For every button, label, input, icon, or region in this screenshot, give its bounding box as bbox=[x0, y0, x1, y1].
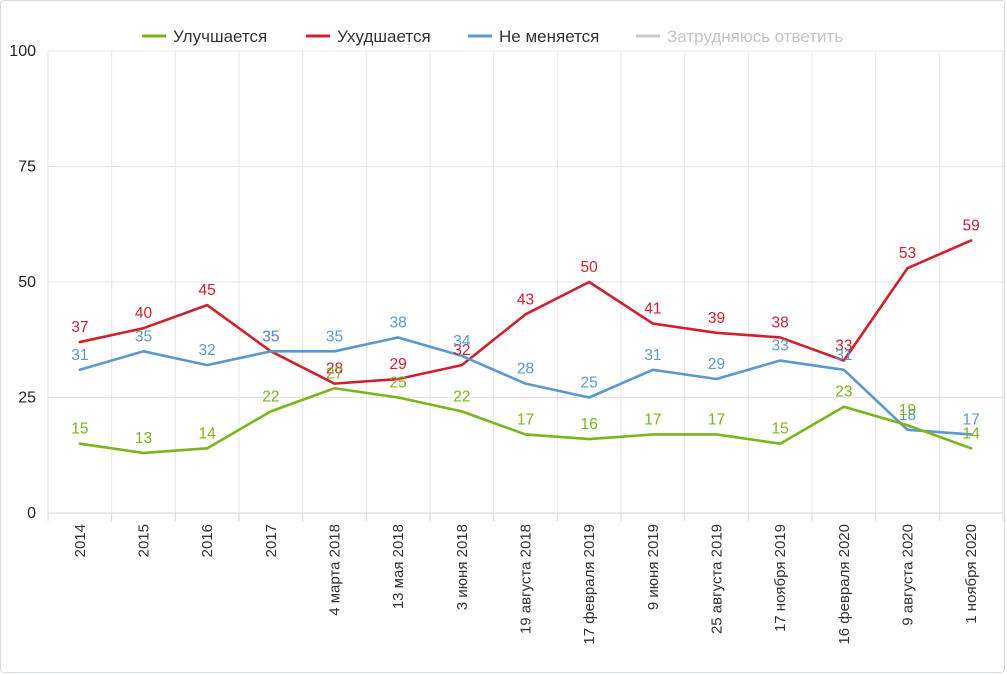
series-line-не-меняется[interactable] bbox=[78, 336, 973, 436]
data-label: 17 bbox=[517, 411, 534, 428]
x-tick-label: 17 ноября 2019 bbox=[772, 524, 789, 632]
x-tick-label: 25 августа 2019 bbox=[709, 524, 726, 634]
data-label: 34 bbox=[453, 333, 471, 350]
x-tick-label: 16 февраля 2020 bbox=[836, 524, 853, 645]
data-label: 59 bbox=[963, 217, 980, 234]
data-label: 40 bbox=[135, 305, 153, 322]
data-label: 37 bbox=[71, 319, 88, 336]
series-lines bbox=[78, 239, 973, 455]
x-tick-label: 3 июня 2018 bbox=[454, 524, 471, 610]
data-label: 35 bbox=[262, 328, 279, 345]
data-label: 15 bbox=[71, 421, 88, 438]
data-label: 53 bbox=[899, 245, 916, 262]
x-tick-label: 2015 bbox=[136, 524, 153, 557]
legend-label: Затрудняюсь ответить bbox=[667, 27, 843, 46]
data-label: 29 bbox=[390, 356, 407, 373]
x-tick-label: 13 мая 2018 bbox=[390, 524, 407, 609]
data-label: 22 bbox=[453, 388, 470, 405]
x-tick-label: 4 марта 2018 bbox=[327, 524, 344, 616]
data-label: 14 bbox=[963, 425, 981, 442]
data-label: 17 bbox=[963, 411, 980, 428]
data-label: 31 bbox=[835, 347, 852, 364]
x-tick-label: 17 февраля 2019 bbox=[581, 524, 598, 645]
data-label: 41 bbox=[644, 301, 661, 318]
y-tick-label: 50 bbox=[18, 274, 36, 291]
legend[interactable]: Улучшается Ухудшается Не меняется Затрудняю… bbox=[142, 27, 843, 46]
data-label: 45 bbox=[199, 282, 216, 299]
data-label: 35 bbox=[262, 328, 279, 345]
x-tick-label: 2014 bbox=[72, 524, 89, 557]
grid bbox=[47, 50, 1004, 521]
data-label: 22 bbox=[262, 388, 279, 405]
data-label: 39 bbox=[708, 310, 725, 327]
data-label: 33 bbox=[772, 338, 789, 355]
x-tick-label: 9 августа 2020 bbox=[900, 524, 917, 626]
x-tick-label: 1 ноября 2020 bbox=[963, 524, 980, 624]
series-line-ухудшается[interactable] bbox=[78, 239, 973, 385]
data-label: 14 bbox=[199, 425, 217, 442]
legend-label: Не меняется bbox=[499, 27, 599, 46]
x-tick-label: 2017 bbox=[263, 524, 280, 557]
data-label: 50 bbox=[581, 259, 599, 276]
data-label: 25 bbox=[581, 375, 598, 392]
x-tick-label: 2016 bbox=[199, 524, 216, 557]
data-label: 25 bbox=[390, 375, 407, 392]
legend-item-не-меняется[interactable]: Не меняется bbox=[468, 27, 599, 46]
x-tick-label: 9 июня 2019 bbox=[645, 524, 662, 610]
data-label: 33 bbox=[835, 338, 852, 355]
legend-item-улучшается[interactable]: Улучшается bbox=[142, 27, 267, 46]
data-label: 15 bbox=[772, 421, 789, 438]
data-label: 17 bbox=[644, 411, 661, 428]
x-axis-ticks: 2014 2015 2016 2017 4 марта 2018 13 мая 2018 3… bbox=[72, 524, 980, 645]
y-tick-label: 25 bbox=[18, 390, 36, 407]
data-label: 35 bbox=[135, 328, 152, 345]
data-label: 32 bbox=[453, 342, 470, 359]
y-tick-label: 100 bbox=[9, 43, 36, 60]
legend-item-затрудняюсь-ответить[interactable]: Затрудняюсь ответить bbox=[636, 27, 843, 46]
data-label: 35 bbox=[326, 328, 343, 345]
data-label: 23 bbox=[835, 384, 852, 401]
data-label: 31 bbox=[644, 347, 661, 364]
data-label: 28 bbox=[326, 361, 343, 378]
data-label: 27 bbox=[326, 365, 343, 382]
legend-label: Ухудшается bbox=[337, 27, 431, 46]
data-label: 38 bbox=[390, 314, 407, 331]
data-label: 38 bbox=[772, 314, 789, 331]
legend-label: Улучшается bbox=[173, 27, 267, 46]
data-label: 18 bbox=[899, 407, 916, 424]
legend-item-ухудшается[interactable]: Ухудшается bbox=[306, 27, 431, 46]
data-label: 32 bbox=[199, 342, 216, 359]
y-tick-label: 75 bbox=[18, 159, 36, 176]
y-axis-ticks: 0 25 50 75 100 bbox=[9, 43, 36, 522]
data-label: 31 bbox=[71, 347, 88, 364]
data-label: 16 bbox=[581, 416, 598, 433]
series-line-улучшается[interactable] bbox=[78, 386, 973, 455]
x-tick-label: 19 августа 2018 bbox=[518, 524, 535, 634]
y-tick-label: 0 bbox=[27, 505, 36, 522]
data-label: 13 bbox=[135, 430, 152, 447]
data-label: 29 bbox=[708, 356, 725, 373]
data-label: 17 bbox=[708, 411, 725, 428]
data-label: 43 bbox=[517, 291, 534, 308]
data-label: 28 bbox=[517, 361, 534, 378]
data-label: 19 bbox=[899, 402, 916, 419]
